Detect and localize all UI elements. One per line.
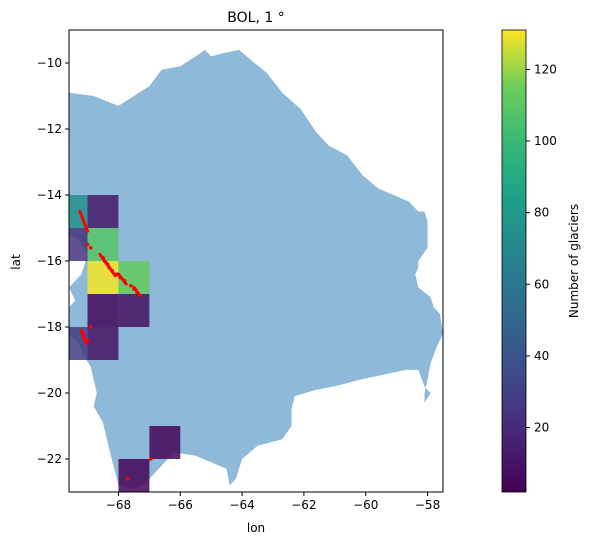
colorbar-label: Number of glaciers <box>567 204 581 318</box>
glacier-point <box>122 279 127 283</box>
glacier-point <box>88 246 93 250</box>
colorbar-tick-label: 20 <box>534 421 549 435</box>
glacier-count-cell <box>118 459 150 492</box>
glacier-point <box>118 275 122 280</box>
glacier-point <box>115 272 119 277</box>
glacier-count-cell <box>87 327 119 360</box>
x-axis-label: lon <box>247 521 265 535</box>
glacier-point <box>85 338 90 343</box>
x-tick-label: −68 <box>106 498 131 512</box>
y-tick-label: −12 <box>37 122 62 136</box>
y-tick-label: −14 <box>37 188 62 202</box>
colorbar-tick-label: 40 <box>534 349 549 363</box>
y-axis: −10 −12 −14 −16 −18 −20 −22 <box>37 56 69 466</box>
x-tick-label: −64 <box>229 498 254 512</box>
glacier-point <box>81 331 85 336</box>
y-tick-label: −16 <box>37 254 62 268</box>
glacier-count-cell <box>69 228 88 261</box>
glacier-point <box>125 477 130 481</box>
y-axis-label: lat <box>9 254 23 270</box>
colorbar-tick-label: 60 <box>534 277 549 291</box>
glacier-point <box>105 262 110 267</box>
colorbar <box>501 29 527 493</box>
chart-title: BOL, 1 ° <box>227 10 284 26</box>
glacier-count-cells <box>69 195 181 492</box>
glacier-point <box>149 457 153 461</box>
x-tick-label: −62 <box>291 498 316 512</box>
colorbar-axis: 20 40 60 80 100 120 <box>526 62 557 435</box>
x-axis: −68 −66 −64 −62 −60 −58 <box>106 492 440 512</box>
glacier-point <box>110 269 115 273</box>
glacier-point <box>107 265 111 270</box>
glacier-point <box>88 325 93 329</box>
glacier-count-cell <box>87 195 119 228</box>
glacier-count-cell <box>87 261 119 294</box>
glacier-point <box>135 290 139 295</box>
y-tick-label: −10 <box>37 56 62 70</box>
glacier-point <box>101 255 105 260</box>
country-outline <box>69 49 443 489</box>
colorbar-tick-label: 80 <box>534 206 549 220</box>
glacier-count-cell <box>118 294 150 327</box>
glacier-point <box>129 283 133 288</box>
glacier-point <box>85 242 90 247</box>
x-tick-label: −60 <box>353 498 378 512</box>
glacier-count-cell <box>87 294 119 327</box>
glacier-count-cell <box>87 228 119 261</box>
glacier-cluster <box>78 210 90 233</box>
glacier-point <box>132 287 136 291</box>
y-tick-label: −18 <box>37 320 62 334</box>
glacier-count-cell <box>149 426 181 459</box>
x-tick-label: −58 <box>415 498 440 512</box>
x-tick-label: −66 <box>168 498 193 512</box>
glacier-markers <box>78 210 153 481</box>
y-tick-label: −22 <box>37 452 62 466</box>
colorbar-tick-label: 100 <box>534 134 557 148</box>
y-tick-label: −20 <box>37 386 62 400</box>
colorbar-tick-label: 120 <box>534 62 557 76</box>
